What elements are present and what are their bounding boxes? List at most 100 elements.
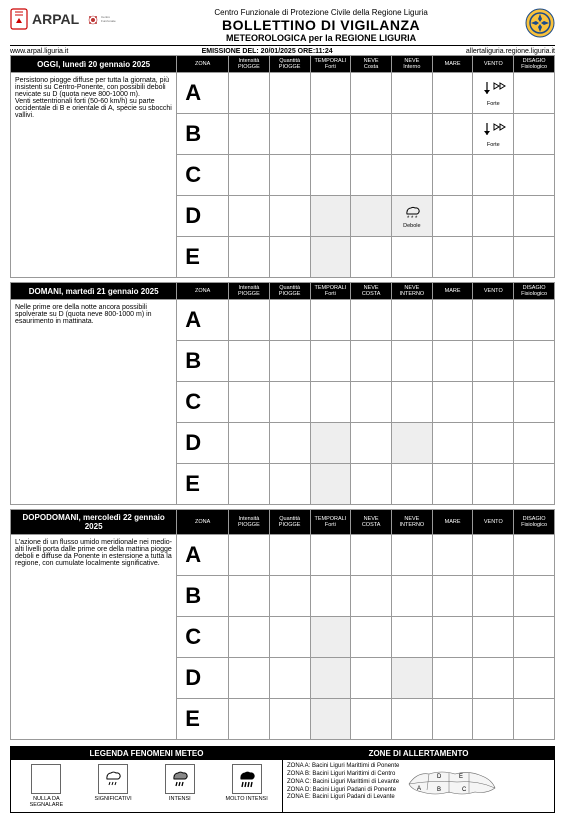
column-header: DISAGIOFisiologico <box>514 56 555 73</box>
forecast-cell <box>391 423 432 464</box>
protezione-civile-logo <box>525 8 555 43</box>
forecast-cell <box>432 196 473 237</box>
legend-none-icon <box>31 764 61 794</box>
forecast-cell <box>473 658 514 699</box>
legend-item: MOLTO INTENSI <box>222 764 272 808</box>
legend-left-title: LEGENDA FENOMENI METEO <box>11 747 282 760</box>
forecast-cell <box>391 382 432 423</box>
forecast-cell <box>351 237 392 278</box>
forecast-cell <box>514 300 555 341</box>
column-header: MARE <box>432 510 473 535</box>
date-cell: DOMANI, martedì 21 gennaio 2025 <box>11 283 177 300</box>
forecast-cell <box>351 73 392 114</box>
forecast-cell <box>351 114 392 155</box>
forecast-cell <box>514 73 555 114</box>
column-header: NEVEInterno <box>391 56 432 73</box>
zone-label: B <box>177 576 229 617</box>
forecast-cell <box>269 300 310 341</box>
day-section: DOPODOMANI, mercoledì 22 gennaio 2025ZON… <box>10 509 555 740</box>
zone-desc-line: ZONA D: Bacini Liguri Padani di Ponente <box>287 787 399 795</box>
forecast-table: OGGI, lunedì 20 gennaio 2025ZONAIntensit… <box>10 55 555 278</box>
forecast-cell <box>269 423 310 464</box>
rule <box>10 45 555 46</box>
legend-item: SIGNIFICATIVI <box>88 764 138 808</box>
forecast-cell <box>432 658 473 699</box>
wind-icon: Forte <box>473 114 513 154</box>
forecast-cell <box>473 535 514 576</box>
forecast-cell <box>391 535 432 576</box>
forecast-sections: OGGI, lunedì 20 gennaio 2025ZONAIntensit… <box>10 55 555 740</box>
forecast-cell <box>269 576 310 617</box>
svg-text:* * *: * * * <box>407 216 418 222</box>
forecast-cell <box>351 341 392 382</box>
forecast-cell <box>473 576 514 617</box>
zone-map-icon: A D B E C <box>407 762 497 805</box>
forecast-cell <box>514 658 555 699</box>
date-cell: DOPODOMANI, mercoledì 22 gennaio 2025 <box>11 510 177 535</box>
forecast-cell <box>514 382 555 423</box>
column-header: MARE <box>432 56 473 73</box>
legend-item: INTENSI <box>155 764 205 808</box>
forecast-cell <box>473 464 514 505</box>
forecast-cell <box>351 464 392 505</box>
column-header: QuantitàPIOGGE <box>269 283 310 300</box>
forecast-cell <box>351 699 392 740</box>
column-header: ZONA <box>177 283 229 300</box>
forecast-cell <box>391 237 432 278</box>
day-section: DOMANI, martedì 21 gennaio 2025ZONAInten… <box>10 282 555 505</box>
forecast-cell <box>351 617 392 658</box>
forecast-cell <box>310 617 351 658</box>
forecast-cell <box>351 196 392 237</box>
column-header: VENTO <box>473 283 514 300</box>
forecast-cell <box>269 699 310 740</box>
forecast-cell <box>391 300 432 341</box>
forecast-cell <box>473 699 514 740</box>
forecast-cell <box>432 300 473 341</box>
forecast-cell <box>269 464 310 505</box>
forecast-cell <box>514 699 555 740</box>
forecast-cell <box>473 155 514 196</box>
forecast-cell: * * *Debole <box>391 196 432 237</box>
column-header: NEVECosta <box>351 56 392 73</box>
forecast-cell <box>432 237 473 278</box>
header: ARPAL CentroFunzionale Centro Funzionale… <box>10 8 555 43</box>
forecast-cell <box>229 617 270 658</box>
forecast-cell <box>229 300 270 341</box>
column-header: DISAGIOFisiologico <box>514 510 555 535</box>
column-header: ZONA <box>177 510 229 535</box>
column-header: IntensitàPIOGGE <box>229 283 270 300</box>
column-header: MARE <box>432 283 473 300</box>
forecast-cell <box>391 73 432 114</box>
zone-label: D <box>177 658 229 699</box>
forecast-cell <box>514 196 555 237</box>
page: ARPAL CentroFunzionale Centro Funzionale… <box>0 0 565 821</box>
forecast-cell: Forte <box>473 114 514 155</box>
forecast-cell <box>391 155 432 196</box>
forecast-cell <box>269 114 310 155</box>
forecast-cell <box>269 237 310 278</box>
legend-label: NULLA DASEGNALARE <box>30 796 64 808</box>
legend-molto-icon <box>232 764 262 794</box>
legend-sig-icon <box>98 764 128 794</box>
forecast-table: DOMANI, martedì 21 gennaio 2025ZONAInten… <box>10 282 555 505</box>
forecast-cell <box>229 658 270 699</box>
forecast-cell <box>351 658 392 699</box>
forecast-cell <box>351 382 392 423</box>
forecast-cell <box>391 464 432 505</box>
forecast-cell <box>229 423 270 464</box>
day-description: L'azione di un flusso umido meridionale … <box>11 535 177 740</box>
forecast-cell <box>229 576 270 617</box>
url-right: allertaliguria.regione.liguria.it <box>466 48 555 55</box>
forecast-cell <box>351 423 392 464</box>
forecast-cell <box>514 576 555 617</box>
svg-text:E: E <box>459 774 463 780</box>
forecast-cell <box>310 699 351 740</box>
arpal-text: ARPAL <box>32 11 79 27</box>
zone-list: ZONA A: Bacini Liguri Marittimi di Ponen… <box>283 760 403 807</box>
forecast-cell <box>310 196 351 237</box>
forecast-cell <box>391 341 432 382</box>
column-header: NEVECOSTA <box>351 283 392 300</box>
column-header: NEVEINTERNO <box>391 510 432 535</box>
wind-icon: Forte <box>473 73 513 113</box>
column-header: NEVEINTERNO <box>391 283 432 300</box>
